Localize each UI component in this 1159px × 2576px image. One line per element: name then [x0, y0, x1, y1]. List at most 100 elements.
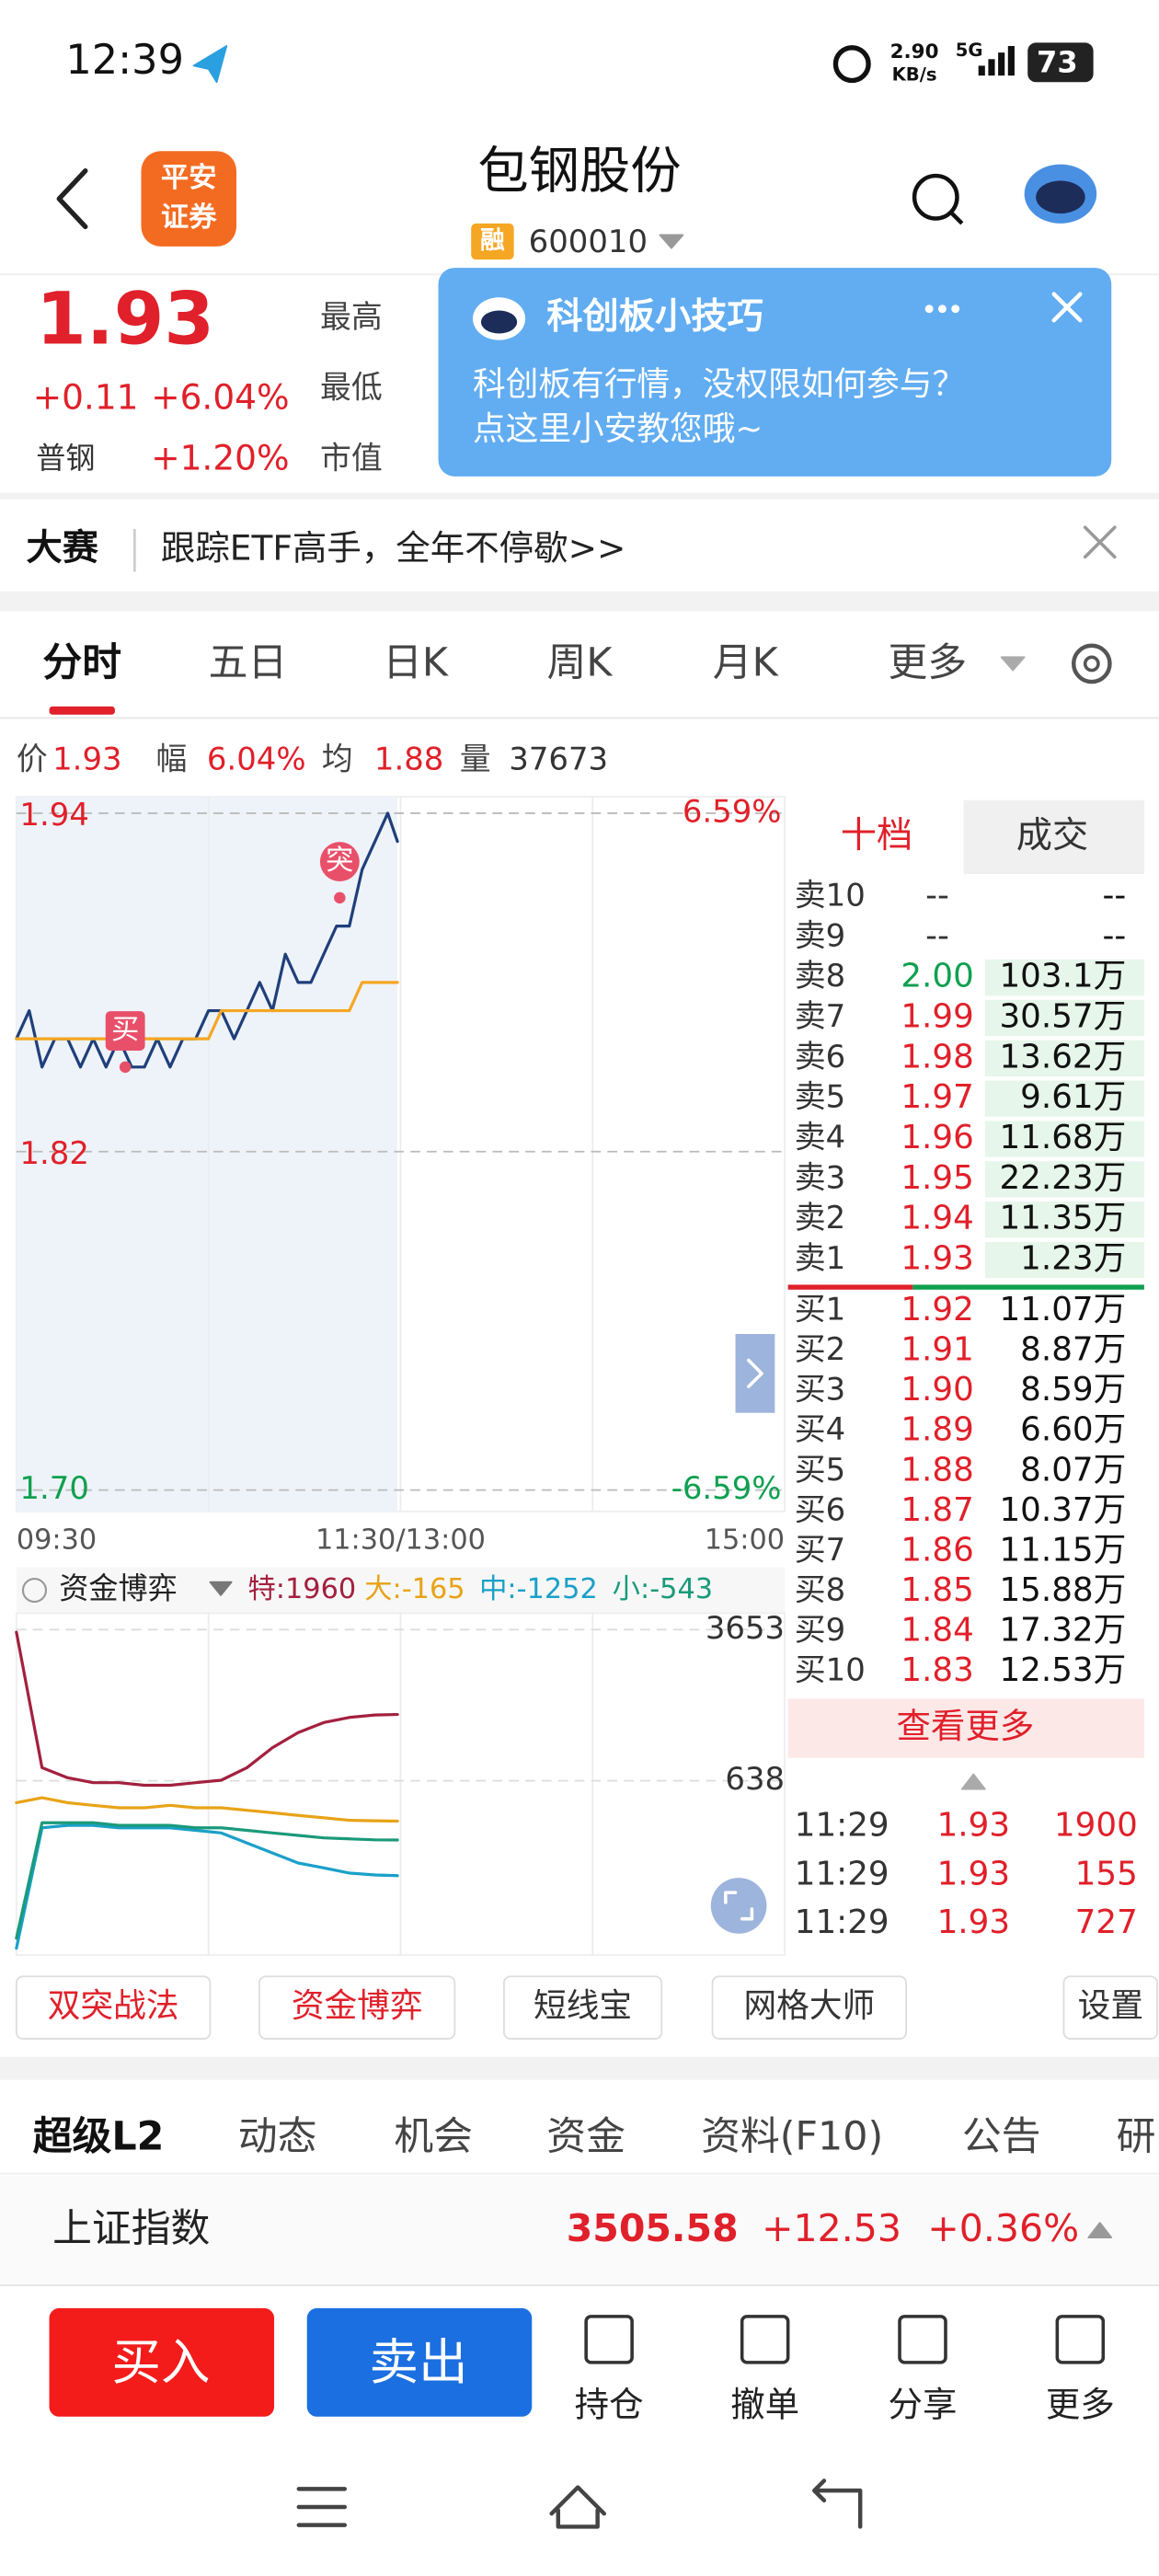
series-line — [15, 981, 399, 1041]
section-tab[interactable]: 公告 — [962, 2113, 1041, 2159]
tool-button[interactable] — [1062, 1975, 1159, 2040]
period-tab[interactable]: 周K — [547, 640, 614, 686]
level-label: 买8 — [795, 1571, 845, 1607]
index-row[interactable] — [0, 2175, 1159, 2284]
period-tab[interactable]: 五日 — [209, 640, 288, 686]
level-price: 1.87 — [901, 1491, 973, 1529]
info-value: 1.93 — [52, 741, 121, 776]
chart-title[interactable]: 资金博弈 — [59, 1571, 177, 1606]
level-label: 买5 — [795, 1452, 845, 1488]
level-price: 1.91 — [901, 1331, 973, 1369]
level-volume: 30.57万 — [999, 998, 1126, 1036]
nav-home[interactable] — [549, 2485, 607, 2529]
level-label: 卖5 — [795, 1079, 845, 1115]
section-tab[interactable]: 机会 — [394, 2113, 473, 2159]
level-price: 1.92 — [901, 1291, 973, 1328]
section-tab[interactable]: 研 — [1117, 2113, 1156, 2159]
action-label[interactable]: 更多 — [1046, 2385, 1115, 2425]
legend-entry: 小:-543 — [613, 1573, 713, 1605]
action-icon — [898, 2315, 947, 2364]
quote-label: 市值 — [320, 440, 383, 476]
x-tick-label: 11:30/13:00 — [316, 1524, 486, 1556]
tip-more-dot — [937, 305, 947, 314]
section-tab[interactable]: 资金 — [546, 2113, 625, 2159]
action-label[interactable]: 分享 — [889, 2385, 958, 2425]
tip-popup[interactable] — [438, 268, 1112, 477]
depth-bg — [984, 1241, 1144, 1279]
level-volume: 11.07万 — [999, 1291, 1126, 1328]
back-button[interactable] — [56, 168, 88, 230]
tool-button[interactable] — [15, 1975, 212, 2040]
section-tab[interactable]: 超级L2 — [33, 2113, 165, 2159]
tool-label[interactable]: 网格大师 — [744, 1987, 876, 2025]
level-price: 1.99 — [901, 998, 973, 1036]
tip-close[interactable] — [1051, 292, 1083, 323]
signal-bar — [998, 52, 1005, 76]
period-tab[interactable]: 分时 — [42, 640, 121, 686]
signal-badge — [105, 1011, 145, 1051]
tool-button[interactable] — [711, 1975, 908, 2040]
level-price: 1.94 — [901, 1200, 973, 1237]
status-time: 12:39 — [65, 36, 184, 84]
depth-bg — [984, 1202, 1144, 1238]
level-volume: 11.68万 — [999, 1119, 1126, 1156]
level-price: 1.84 — [901, 1612, 973, 1650]
banner-tag: 大赛 — [27, 528, 99, 569]
book-tab-label[interactable]: 十档 — [841, 815, 913, 857]
level-volume: 103.1万 — [999, 958, 1126, 995]
info-value: 1.88 — [374, 741, 443, 776]
banner-text[interactable]: 跟踪ETF高手，全年不停歇>> — [161, 528, 625, 569]
action-icon — [740, 2315, 790, 2364]
tool-label[interactable]: 资金博弈 — [292, 1987, 423, 2025]
buy-label[interactable]: 买入 — [111, 2333, 210, 2391]
section-tab[interactable]: 动态 — [238, 2113, 317, 2159]
search-icon[interactable] — [912, 173, 959, 221]
nav-bar — [0, 2447, 1159, 2576]
fullscreen-button[interactable] — [710, 1878, 767, 1934]
tool-label[interactable]: 短线宝 — [534, 1987, 632, 2025]
trade-price: 1.93 — [937, 1903, 1010, 1941]
fullscreen-glyph — [724, 1891, 754, 1921]
sell-button[interactable] — [306, 2307, 533, 2417]
expand-handle[interactable] — [735, 1334, 775, 1413]
level-label: 买4 — [795, 1411, 845, 1447]
tab-underline — [49, 706, 115, 715]
section-tab[interactable]: 资料(F10) — [701, 2113, 883, 2159]
tool-label[interactable]: 设置 — [1078, 1987, 1143, 2025]
stock-code: 600010 — [529, 224, 648, 259]
signal-label: 突 — [326, 845, 353, 877]
tip-more-dot — [924, 305, 934, 314]
legend-entry: 大:-165 — [364, 1573, 465, 1605]
trade-price: 1.93 — [937, 1855, 1010, 1892]
net-speed-unit: KB/s — [892, 64, 937, 86]
nav-back[interactable] — [811, 2478, 863, 2529]
settings-icon[interactable] — [1071, 643, 1112, 684]
trade-volume: 727 — [1075, 1903, 1138, 1941]
index-change-pct: +0.36% — [927, 2206, 1079, 2250]
period-tab[interactable]: 日K — [383, 640, 449, 686]
x-tick-label: 15:00 — [705, 1524, 785, 1556]
level-label: 卖3 — [795, 1159, 845, 1195]
tool-button[interactable] — [503, 1975, 663, 2040]
index-name: 上证指数 — [52, 2205, 210, 2251]
action-label[interactable]: 持仓 — [575, 2385, 644, 2425]
info-icon — [21, 1578, 48, 1604]
nav-menu[interactable] — [296, 2487, 348, 2527]
logo-text: 平安 — [161, 162, 217, 194]
level-volume: 6.60万 — [1020, 1411, 1126, 1449]
tool-button[interactable] — [258, 1975, 456, 2040]
series-line — [15, 1823, 399, 1950]
signal-dot — [334, 891, 346, 904]
sell-label[interactable]: 卖出 — [370, 2333, 468, 2391]
more-button[interactable] — [787, 1698, 1144, 1758]
period-tab[interactable]: 月K — [713, 640, 779, 686]
level-label: 买7 — [795, 1532, 845, 1568]
buy-button[interactable] — [49, 2307, 275, 2417]
more-label[interactable]: 查看更多 — [896, 1706, 1034, 1746]
tool-label[interactable]: 双突战法 — [48, 1987, 179, 2025]
period-tab[interactable]: 更多 — [889, 640, 968, 686]
action-label[interactable]: 撤单 — [730, 2385, 799, 2425]
info-label: 量 — [460, 741, 491, 776]
book-tab-label[interactable]: 成交 — [1016, 815, 1089, 857]
info-label: 价 — [17, 741, 48, 776]
